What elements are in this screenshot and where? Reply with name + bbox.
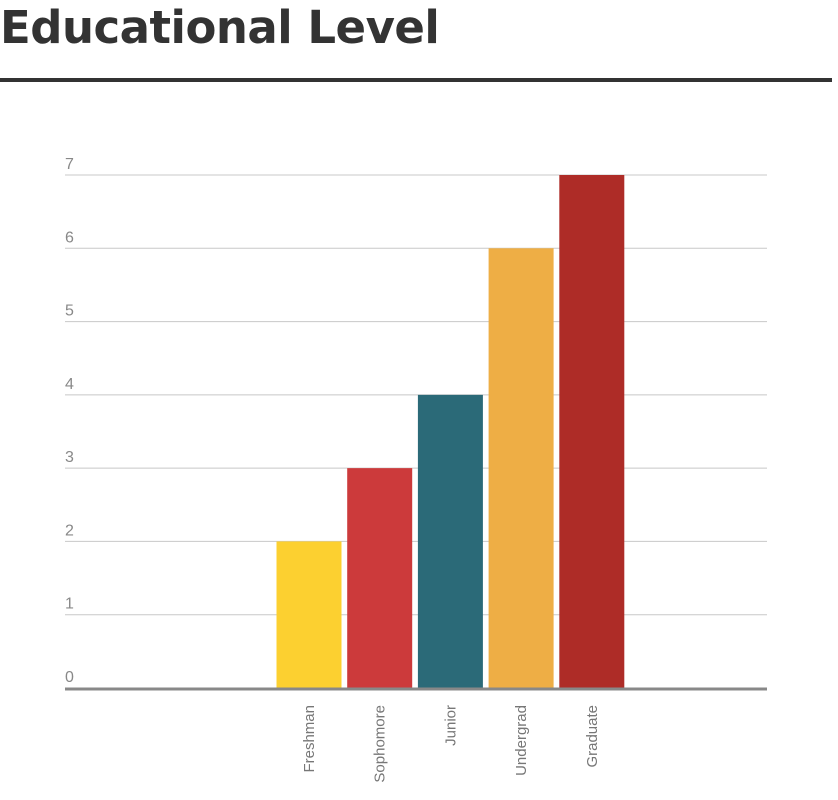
x-tick-label: Freshman [301,705,318,773]
y-tick-label: 0 [65,669,74,686]
y-tick-label: 4 [65,376,74,393]
y-tick-label: 2 [65,522,74,539]
title-divider [0,78,832,82]
x-tick-label: Junior [442,705,459,746]
bars [276,175,625,689]
x-tick-label: Undergrad [513,705,530,776]
bar [559,175,625,688]
y-tick-label: 5 [65,303,74,320]
y-tick-labels: 0 1 2 3 4 5 6 7 [65,156,74,686]
category-labels: Freshman Sophomore Junior Undergrad Graduate [301,705,601,783]
bar [488,248,554,689]
y-tick-label: 3 [65,449,74,466]
y-tick-label: 6 [65,229,74,246]
y-tick-label: 1 [65,596,74,613]
bar [276,541,342,688]
bar [347,468,413,688]
x-tick-label: Sophomore [372,705,389,783]
gridlines [65,174,767,616]
x-tick-label: Graduate [584,705,601,768]
page-title: Educational Level [0,1,440,54]
bar [417,394,483,688]
y-tick-label: 7 [65,156,74,173]
